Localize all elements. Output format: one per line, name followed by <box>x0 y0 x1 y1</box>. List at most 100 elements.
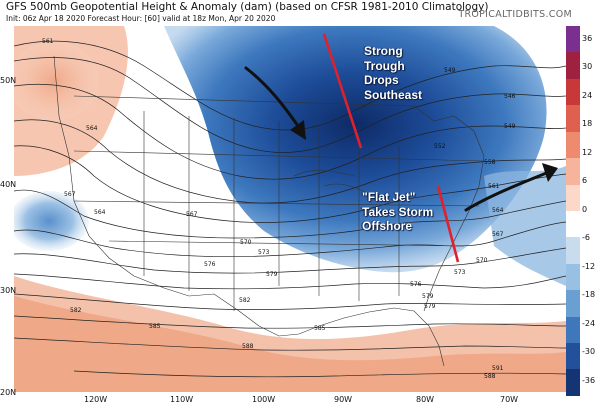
annotation-flat-jet: "Flat Jet" Takes Storm Offshore <box>362 190 433 234</box>
colorbar-label: 18 <box>582 119 593 129</box>
contour-label: 582 <box>70 307 82 314</box>
colorbar-swatch <box>566 131 580 159</box>
annotation-trough: Strong Trough Drops Southeast <box>364 44 422 102</box>
colorbar-label: 36 <box>582 34 593 43</box>
lon-label: 100W <box>252 395 276 404</box>
warm-core-northwest <box>14 41 99 121</box>
coastline-us <box>53 55 445 367</box>
contour-label: 564 <box>86 125 98 132</box>
header: GFS 500mb Geopotential Height & Anomaly … <box>0 0 600 26</box>
great-lakes <box>293 169 370 195</box>
contour-label: 579 <box>424 303 436 310</box>
contour-label: 576 <box>204 261 216 268</box>
lon-label: 80W <box>416 395 435 404</box>
annotation-trough-line: Drops <box>364 73 399 87</box>
colorbar-swatch <box>566 237 580 264</box>
contour-label: 549 <box>444 67 456 74</box>
arrows <box>244 66 551 212</box>
contour-label: 570 <box>240 239 252 246</box>
colorbar-label: 0 <box>582 204 588 214</box>
map-title: GFS 500mb Geopotential Height & Anomaly … <box>6 1 489 13</box>
colorbar-label: 6 <box>582 176 588 186</box>
colorbar-swatch <box>566 369 580 396</box>
colorbar-label: 12 <box>582 147 593 157</box>
arrowhead-jet-icon <box>542 163 558 182</box>
lat-label: 20N <box>0 388 17 397</box>
contour-label: 558 <box>484 159 496 166</box>
colorbar-label: -24 <box>582 318 596 328</box>
arrow-jet-offshore <box>464 170 551 212</box>
contour-label: 576 <box>410 281 422 288</box>
annotation-trough-line: Strong <box>364 44 403 58</box>
boundaries <box>53 55 485 367</box>
annotation-flat-jet-line: Offshore <box>362 219 413 233</box>
contour-label: 585 <box>149 323 161 330</box>
lat-label: 30N <box>0 286 17 295</box>
colorbar-label: -12 <box>582 261 596 271</box>
contour-label: 552 <box>434 143 446 150</box>
contour-label: 570 <box>476 257 488 264</box>
map-subtitle: Init: 06z Apr 18 2020 Forecast Hour: [60… <box>6 14 276 23</box>
annotation-trough-line: Southeast <box>364 87 423 102</box>
annotation-flat-jet-line: Takes Storm <box>362 204 434 219</box>
trough-axis-line-north <box>322 33 363 149</box>
colorbar-swatch <box>566 290 580 317</box>
colorbar <box>566 26 580 396</box>
contour-label: 561 <box>488 183 500 190</box>
colorbar-label: 30 <box>582 62 593 72</box>
east-coast <box>413 105 485 312</box>
colorbar-label: -30 <box>582 347 596 357</box>
colorbar-swatch <box>566 316 580 344</box>
colorbar-label: -6 <box>582 233 590 243</box>
contour-label: 588 <box>242 343 254 350</box>
contour-label: 564 <box>94 209 106 216</box>
colorbar-swatch <box>566 343 580 370</box>
lon-label: 120W <box>84 395 108 404</box>
colorbar-swatch <box>566 78 580 106</box>
contour-label: 567 <box>492 231 504 238</box>
lon-label: 70W <box>500 395 519 404</box>
contour-label: 585 <box>314 325 326 332</box>
contour-label: 567 <box>64 191 76 198</box>
negative-anomaly-west <box>14 191 89 251</box>
map-panel: 561 564 567 564 567 570 573 576 579 582 … <box>14 26 566 392</box>
lat-label: 40N <box>0 180 17 189</box>
negative-anomaly-trough <box>164 26 547 273</box>
lat-label: 50N <box>0 76 17 85</box>
colorbar-swatch <box>566 263 580 291</box>
negative-anomaly-atlantic <box>484 166 566 286</box>
arrow-trough-drop <box>244 66 300 128</box>
colorbar-swatch <box>566 184 580 211</box>
contour-label: 588 <box>484 373 496 380</box>
contour-label: 567 <box>186 211 198 218</box>
contour-label-group: 561 564 567 564 567 570 573 576 579 582 … <box>42 38 516 380</box>
colorbar-swatch <box>566 210 580 238</box>
colorbar-label: 24 <box>582 90 593 100</box>
trough-axis-line-south <box>436 185 460 263</box>
lon-label: 90W <box>334 395 353 404</box>
colorbar-label: -18 <box>582 290 596 300</box>
contour-label: 546 <box>504 93 516 100</box>
annotation-trough-line: Trough <box>364 58 405 73</box>
arrowhead-trough-icon <box>290 120 306 140</box>
colorbar-swatch <box>566 105 580 132</box>
colorbar-swatch <box>566 158 580 185</box>
anomaly-map: 561 564 567 564 567 570 573 576 579 582 … <box>14 26 566 392</box>
colorbar-swatch <box>566 26 580 53</box>
contour-label: 564 <box>492 207 504 214</box>
contour-label: 579 <box>266 271 278 278</box>
positive-anomaly-south-core <box>14 296 566 392</box>
brand-label: TROPICALTIDBITS.COM <box>458 9 572 20</box>
contour-label: 582 <box>239 297 251 304</box>
annotation-flat-jet-line: "Flat Jet" <box>362 190 416 204</box>
contour-label: 573 <box>258 249 270 256</box>
lon-label: 110W <box>170 395 194 404</box>
colorbar-swatch <box>566 52 580 79</box>
contour-label: 573 <box>454 269 466 276</box>
contour-label: 549 <box>504 123 516 130</box>
colorbar-label: -36 <box>582 375 596 385</box>
us-canada-border <box>73 95 415 107</box>
contour-label: 579 <box>422 293 434 300</box>
contour-label: 591 <box>492 365 504 372</box>
contour-label: 561 <box>42 38 54 45</box>
